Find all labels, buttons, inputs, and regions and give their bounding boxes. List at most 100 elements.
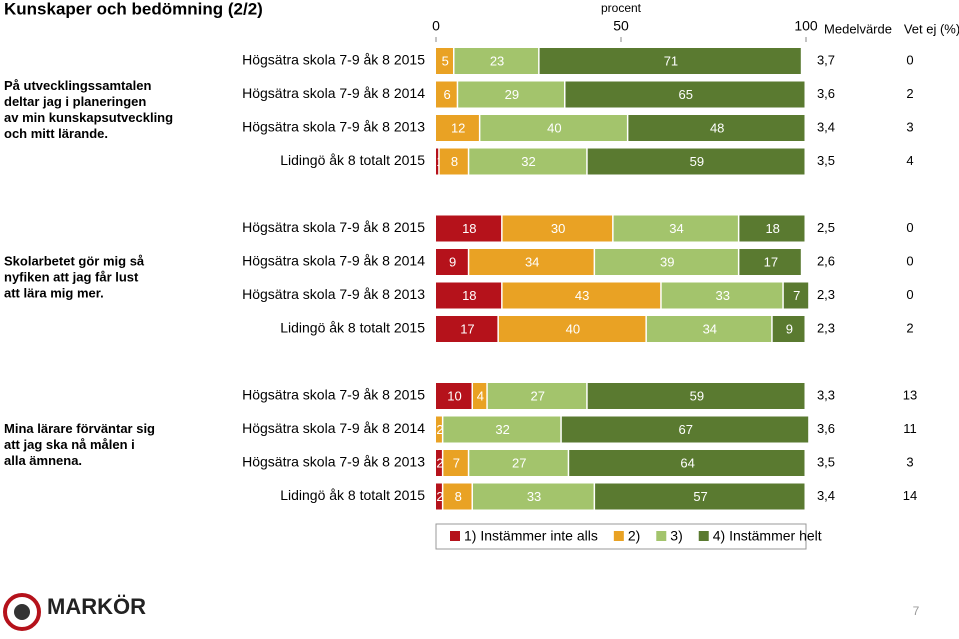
data-label: 9 <box>786 321 793 336</box>
unknown-label: 3 <box>906 119 913 134</box>
question: Mina lärare förväntar sig att jag ska nå … <box>4 421 155 468</box>
logo-ring <box>3 593 41 631</box>
row-label: Högsätra skola 7-9 åk 8 2013 <box>242 454 425 470</box>
data-label: 10 <box>447 388 461 403</box>
bar-segment <box>436 81 457 108</box>
bar-segment <box>502 215 613 242</box>
bar-segment <box>436 450 442 476</box>
row-label: Högsätra skola 7-9 åk 8 2013 <box>242 286 425 302</box>
data-label: 2 <box>436 489 443 504</box>
data-label: 4 <box>477 388 484 403</box>
data-label: 12 <box>451 120 465 135</box>
question-line: nyfiken att jag får lust <box>4 270 139 285</box>
legend-swatch <box>450 531 460 541</box>
question-line: av min kunskapsutveckling <box>4 110 173 125</box>
bar-segment <box>443 416 561 443</box>
bar-segment <box>436 48 453 74</box>
data-label: 8 <box>451 154 458 169</box>
bar-segment <box>595 249 738 275</box>
data-label: 59 <box>690 154 704 169</box>
data-label: 27 <box>512 455 526 470</box>
bar-segment <box>565 81 805 108</box>
unknown-label: 0 <box>906 253 913 268</box>
legend-label: 4) Instämmer helt <box>713 528 822 544</box>
unknown-label: 0 <box>906 52 913 67</box>
data-label: 71 <box>664 53 678 68</box>
bar-segment <box>739 215 805 242</box>
row-label: Högsätra skola 7-9 åk 8 2015 <box>242 219 425 235</box>
data-label: 27 <box>531 388 545 403</box>
bar-segment <box>661 282 783 309</box>
bar-segment <box>436 316 498 342</box>
logo-text: MARKÖR <box>47 594 146 619</box>
data-label: 64 <box>680 455 694 470</box>
data-label: 48 <box>710 120 724 135</box>
data-label: 59 <box>690 388 704 403</box>
legend-label: 2) <box>628 528 640 544</box>
question-line: att lära mig mer. <box>4 286 104 301</box>
unknown-label: 4 <box>906 153 913 168</box>
data-label: 18 <box>462 288 476 303</box>
bar-segment <box>439 148 468 175</box>
bar-segment <box>458 81 564 108</box>
legend-label: 1) Instämmer inte alls <box>464 528 598 544</box>
bar-segment <box>595 483 805 510</box>
bar-segment <box>436 215 502 242</box>
data-label: 30 <box>551 221 565 236</box>
bar-segment <box>436 148 439 175</box>
mean-label: 3,5 <box>817 454 835 469</box>
data-label: 39 <box>660 254 674 269</box>
data-label: 2 <box>436 422 443 437</box>
data-label: 17 <box>460 321 474 336</box>
data-label: 34 <box>525 254 539 269</box>
row-label: Lidingö åk 8 totalt 2015 <box>280 152 425 168</box>
question-line: att jag ska nå målen i <box>4 437 135 452</box>
bar-segment <box>454 48 539 74</box>
question-line: Mina lärare förväntar sig <box>4 421 155 436</box>
bar-segment <box>561 416 809 443</box>
bar-segment <box>443 483 472 510</box>
bar-segment <box>646 316 772 342</box>
legend-swatch <box>698 531 709 541</box>
data-label: 5 <box>442 53 449 68</box>
bar-segment <box>539 48 801 74</box>
bar-segment <box>469 450 568 476</box>
question-line: Skolarbetet gör mig så <box>4 254 145 269</box>
data-label: 9 <box>449 254 456 269</box>
mean-label: 2,3 <box>817 287 835 302</box>
bar-segment <box>587 383 805 409</box>
legend-label: 3) <box>670 528 682 544</box>
data-label: 23 <box>490 53 504 68</box>
mean-label: 2,6 <box>817 253 835 268</box>
question-line: deltar jag i planeringen <box>4 94 146 109</box>
bar-segment <box>739 249 801 275</box>
bar-segment <box>469 148 587 175</box>
bar-segment <box>443 450 468 476</box>
question-line: och mitt lärande. <box>4 126 108 141</box>
data-label: 7 <box>453 455 460 470</box>
legend-swatch <box>613 531 624 541</box>
bar-segment <box>436 249 468 275</box>
axis-label: procent <box>601 1 642 15</box>
data-label: 33 <box>716 288 730 303</box>
data-label: 67 <box>679 422 693 437</box>
bar-segment <box>628 115 805 141</box>
question-line: På utvecklingssamtalen <box>4 78 151 93</box>
unknown-label: 13 <box>903 387 917 402</box>
mean-label: 2,5 <box>817 220 835 235</box>
unknown-label: 11 <box>903 421 917 436</box>
bar-segment <box>487 383 587 409</box>
data-label: 40 <box>547 120 561 135</box>
data-label: 18 <box>765 221 779 236</box>
bar-segment <box>569 450 805 476</box>
logo: MARKÖR <box>3 593 146 631</box>
bar-segment <box>436 282 502 309</box>
bar-segment <box>436 416 442 443</box>
bar-segment <box>502 282 661 309</box>
data-label: 32 <box>495 422 509 437</box>
data-label: 65 <box>679 87 693 102</box>
data-label: 43 <box>575 288 589 303</box>
unknown-header: Vet ej (%) <box>904 21 959 36</box>
row-label: Högsätra skola 7-9 åk 8 2014 <box>242 85 425 101</box>
